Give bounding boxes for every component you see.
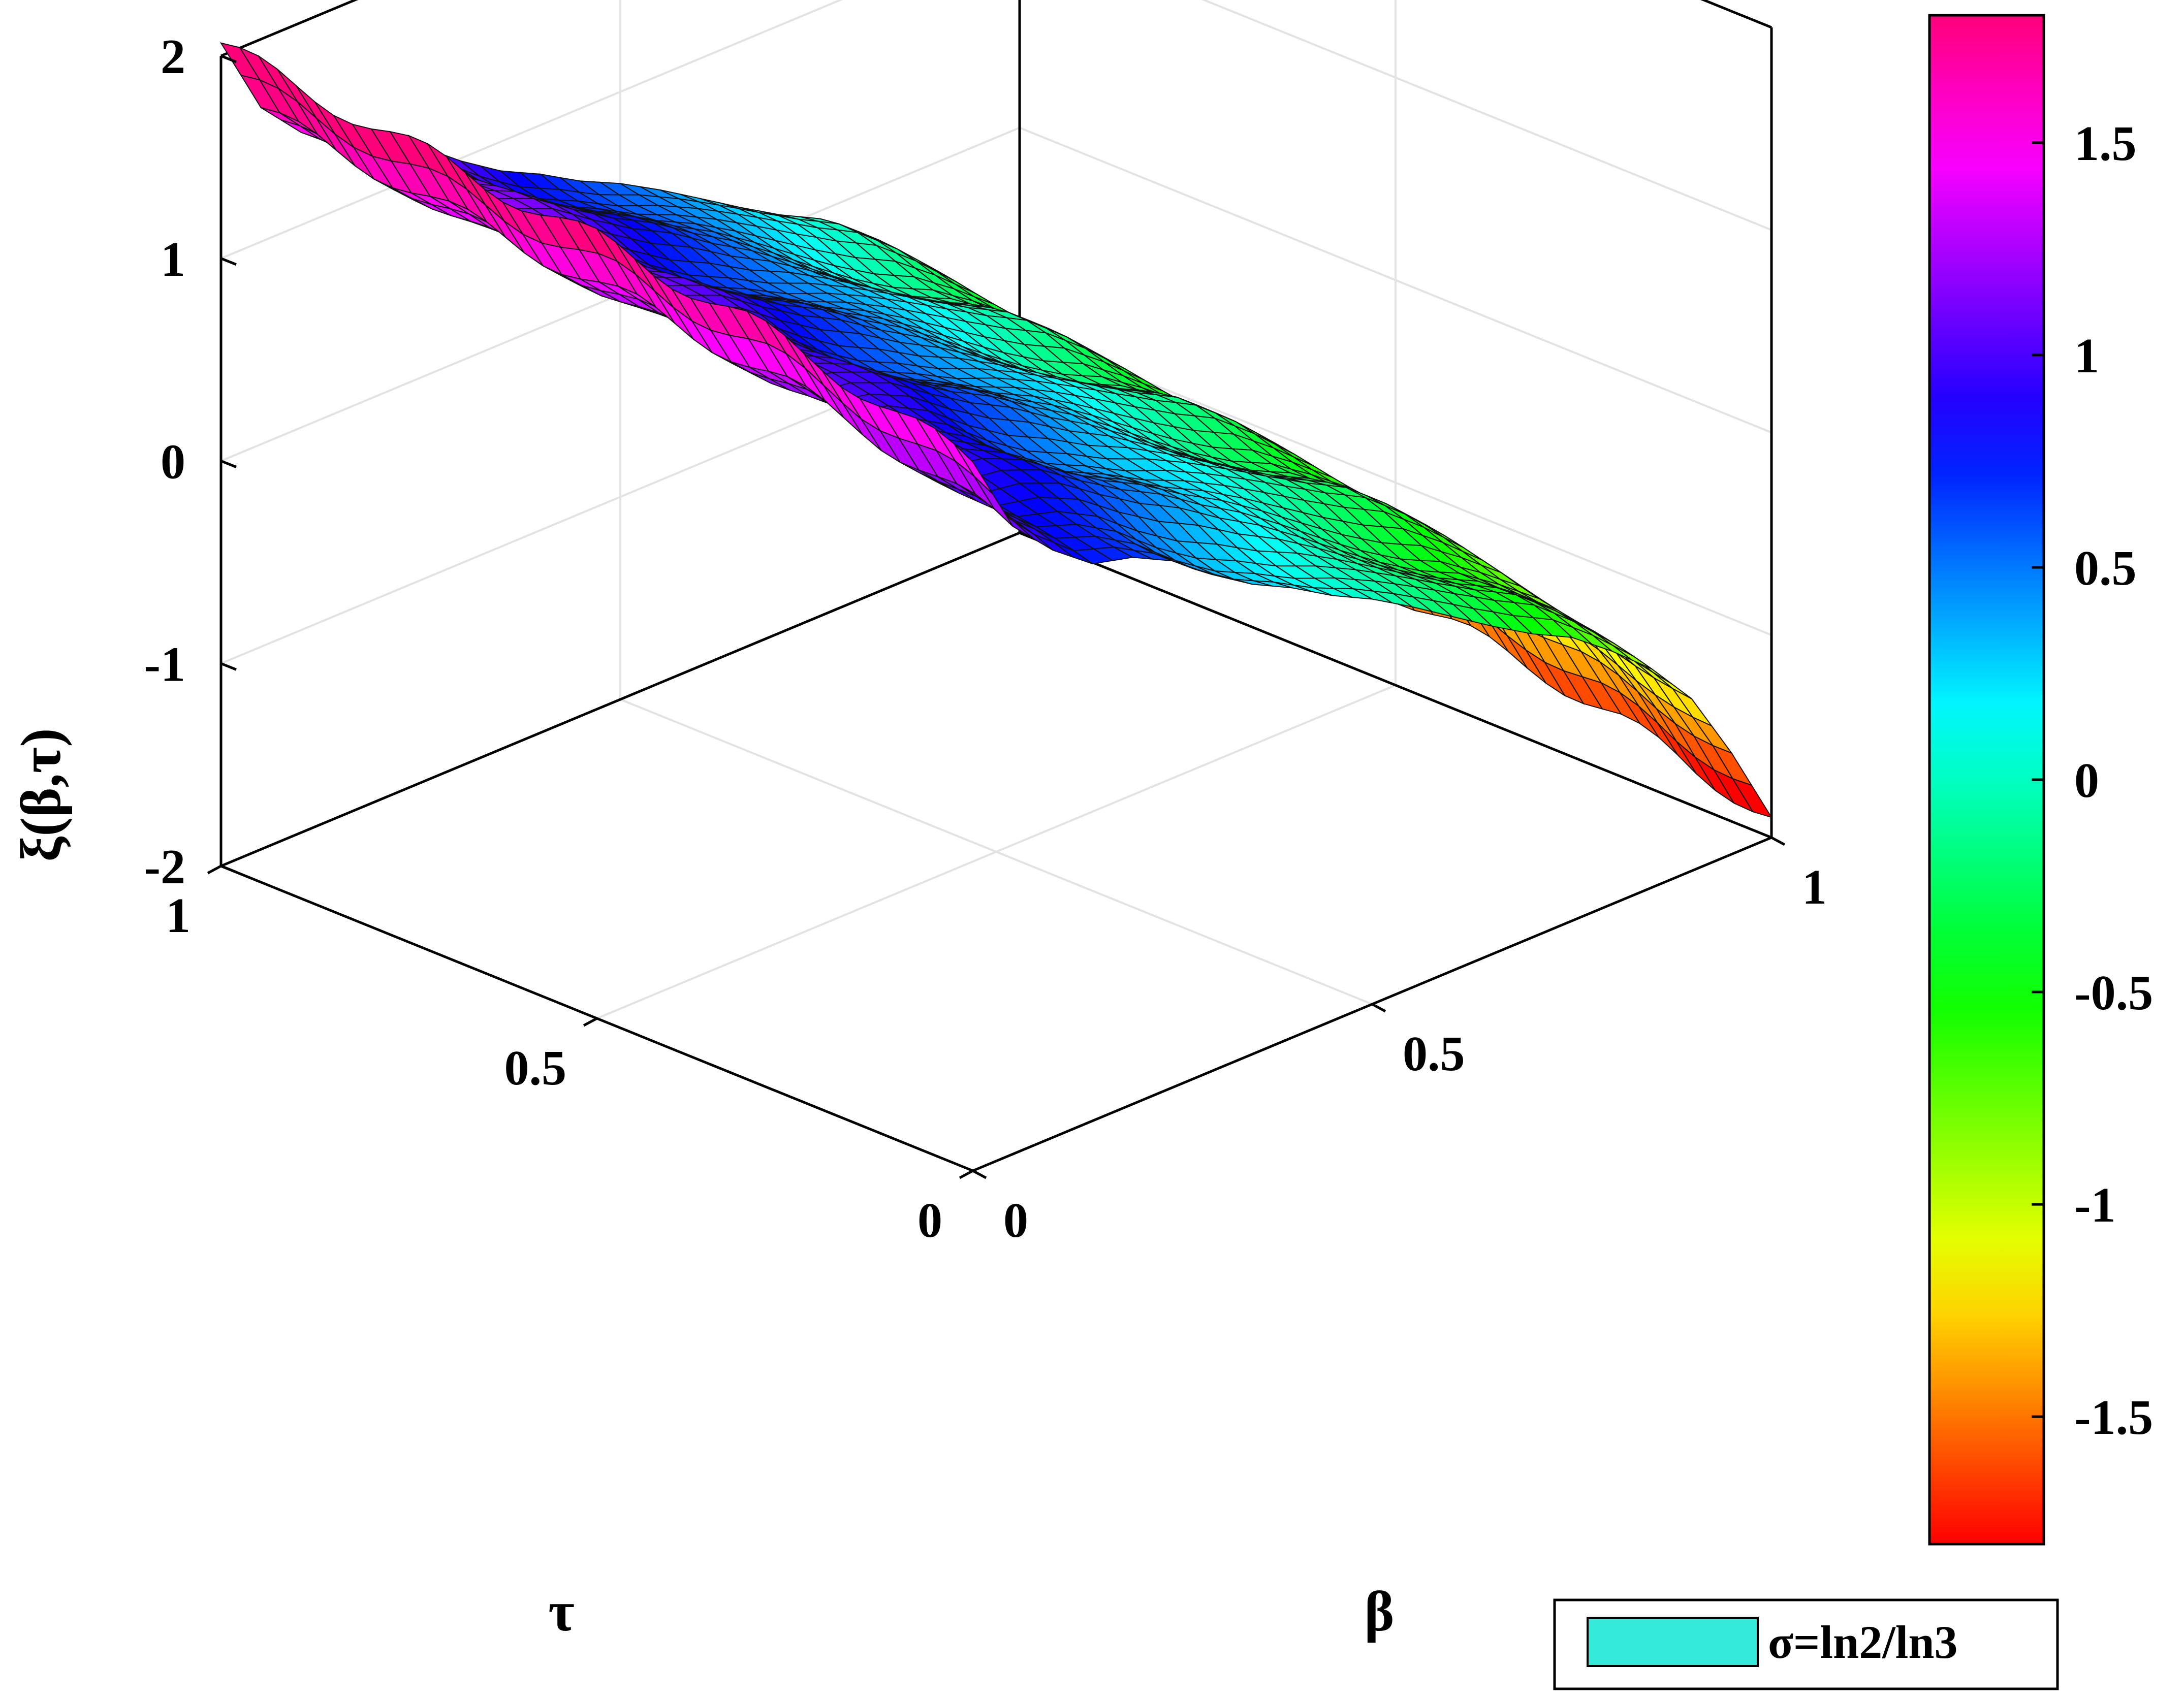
colorbar-frame <box>1928 14 2045 1546</box>
z-tick-label: -2 <box>144 840 185 894</box>
beta-tick <box>1371 1003 1386 1013</box>
colorbar-tick-label: -0.5 <box>2074 966 2153 1020</box>
tau-tick <box>959 1169 974 1179</box>
box-edge <box>1019 531 1772 839</box>
tau-tick <box>583 1017 598 1027</box>
z-axis-label: ξ(β,τ) <box>10 728 73 861</box>
beta-tick-label: 0.5 <box>1403 1027 1465 1081</box>
z-tick-label: -1 <box>144 637 185 692</box>
colorbar: 1.5 1 0.5 0 -0.5 -1 -1.5 <box>1928 14 2153 1546</box>
z-tick <box>220 662 237 671</box>
z-tick-label: 0 <box>161 435 185 490</box>
z-tick <box>220 864 237 874</box>
colorbar-tick-label: 0 <box>2074 753 2099 808</box>
legend-label: σ=ln2/ln3 <box>1768 1616 1957 1668</box>
box-edge <box>220 531 1020 868</box>
colorbar-tick-label: -1 <box>2074 1178 2116 1233</box>
z-tick-label: 1 <box>161 232 185 287</box>
z-tick-label: 2 <box>161 29 185 84</box>
z-tick <box>220 54 237 63</box>
tau-tick-label: 0 <box>917 1193 942 1248</box>
surface-plot <box>219 42 1773 818</box>
legend: σ=ln2/ln3 <box>1553 1598 2059 1690</box>
tau-tick-label: 1 <box>166 888 191 943</box>
tau-tick <box>207 864 222 875</box>
legend-swatch <box>1587 1617 1759 1667</box>
axis-ticks: -2 -1 0 1 2 0 0.5 1 0 0.5 1 <box>144 29 1827 1248</box>
colorbar-tick-label: 1.5 <box>2074 116 2137 171</box>
z-tick <box>220 460 237 468</box>
beta-tick <box>1770 836 1786 846</box>
tau-tick-label: 0.5 <box>504 1041 567 1096</box>
beta-tick-label: 1 <box>1802 860 1827 915</box>
colorbar-ticks: 1.5 1 0.5 0 -0.5 -1 -1.5 <box>2032 116 2153 1445</box>
colorbar-gradient <box>1929 15 2044 1544</box>
beta-tick-label: 0 <box>1003 1193 1028 1248</box>
surface-patch <box>954 443 994 495</box>
colorbar-tick-label: 0.5 <box>2074 541 2137 596</box>
tau-axis-label: τ <box>548 1580 575 1643</box>
beta-axis-label: β <box>1364 1580 1394 1643</box>
colorbar-tick-label: 1 <box>2074 329 2099 383</box>
grid-line <box>596 684 1396 1019</box>
box-edge <box>220 0 359 57</box>
z-tick <box>220 257 237 266</box>
beta-tick <box>972 1169 987 1179</box>
colorbar-tick-label: -1.5 <box>2074 1390 2153 1445</box>
